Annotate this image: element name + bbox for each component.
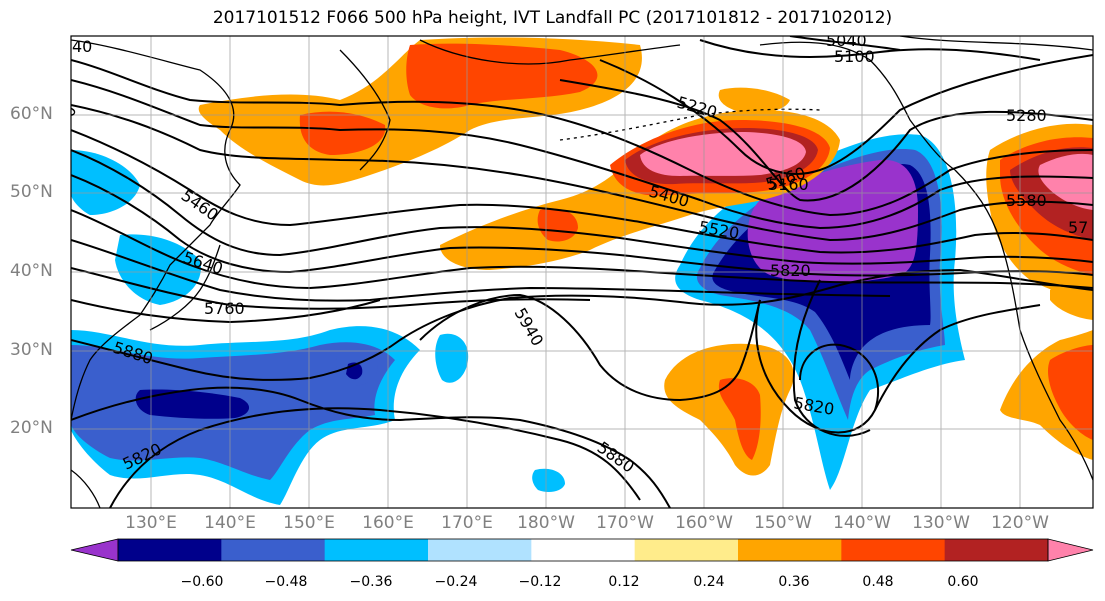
lon-label: 150°W <box>754 513 812 533</box>
lat-label: 30°N <box>10 340 53 360</box>
contour-label: 57 <box>1068 218 1088 237</box>
coastline-asia <box>71 39 241 421</box>
contour-label: 5820 <box>770 261 811 280</box>
lon-label: 150°E <box>283 513 335 533</box>
colorbar-bin <box>531 539 636 561</box>
colorbar-tick-label: −0.24 <box>434 574 478 590</box>
contour-label: 5100 <box>834 47 875 66</box>
lon-label: 130°E <box>125 513 177 533</box>
shade-navy-west <box>135 389 250 419</box>
contour-hawaii-loop <box>755 299 880 434</box>
colorbar-tick-label: −0.48 <box>264 574 308 590</box>
lat-label: 50°N <box>10 182 53 202</box>
contour-5820c <box>792 279 871 437</box>
colorbar-bin <box>944 539 1049 561</box>
colorbar-bin <box>428 539 532 561</box>
colorbar-extend-low <box>70 538 119 562</box>
lon-label: 130°W <box>912 513 970 533</box>
colorbar-bin <box>738 539 842 561</box>
coastline-canada-north <box>899 36 1093 51</box>
contour-label: 5160 <box>768 175 809 194</box>
lat-label: 40°N <box>10 261 53 281</box>
contour-5880-east <box>874 304 1041 411</box>
contour-5400 <box>71 104 1093 242</box>
colorbar <box>70 538 1094 562</box>
shade-cyan-sm2 <box>532 468 565 492</box>
lon-label: 170°E <box>441 513 493 533</box>
shade-orange-hawaii <box>664 343 794 476</box>
lon-label: 140°E <box>204 513 256 533</box>
contour-label: 5580 <box>1006 191 1047 210</box>
colorbar-tick-label: 0.60 <box>947 574 979 590</box>
colorbar-bin <box>118 539 222 561</box>
lat-label: 60°N <box>10 104 53 124</box>
colorbar-bin <box>221 539 326 561</box>
shade-orange-yellowsea <box>718 87 790 114</box>
contour-5160 <box>599 54 1093 175</box>
map-frame <box>70 35 1094 509</box>
contour-5040 <box>789 36 901 51</box>
shade-pink-na <box>1038 153 1093 210</box>
lat-label: 20°N <box>10 418 53 438</box>
contour-5580 <box>71 174 1093 277</box>
shade-orange-baja <box>1050 280 1093 320</box>
contour-label: 5040 <box>826 31 867 50</box>
colorbar-bin <box>324 539 429 561</box>
colorbar-outline <box>117 538 1049 562</box>
shade-red-hawaii <box>718 378 761 460</box>
map-panel: 40 5040 5100 5160 5220 5280 5400 5460 55… <box>59 31 1093 508</box>
shade-red-pacific-sw <box>537 208 578 242</box>
colorbar-tick-label: 0.24 <box>693 574 725 590</box>
contour-5100 <box>699 39 1041 61</box>
lon-label: 120°W <box>991 513 1049 533</box>
contour-5940 <box>419 293 761 402</box>
colorbar-tick-label: −0.12 <box>518 574 562 590</box>
contour-5700 <box>71 239 891 302</box>
shade-cyan-nw <box>71 150 140 215</box>
shade-cyan-sm1 <box>435 333 469 383</box>
colorbar-bin <box>634 539 739 561</box>
contour-5520 <box>71 149 1093 265</box>
contour-5340 <box>71 79 1093 230</box>
coastline-siberia <box>419 39 681 65</box>
lon-label: 160°E <box>362 513 414 533</box>
colorbar-tick-label: −0.60 <box>180 574 224 590</box>
shade-red-north2 <box>406 43 598 109</box>
contour-label: 0 <box>59 103 80 119</box>
shade-red-north <box>299 111 386 155</box>
colorbar-tick-label: 0.48 <box>862 574 894 590</box>
lon-label: 160°W <box>675 513 733 533</box>
colorbar-tick-label: 0.12 <box>608 574 640 590</box>
ivt-negative-shading <box>71 134 965 505</box>
shade-red-mexico <box>1047 345 1093 440</box>
lon-label: 170°W <box>596 513 654 533</box>
contour-5280 <box>71 59 1093 217</box>
coastline-alaska <box>759 41 956 171</box>
contour-5880 <box>71 268 1093 381</box>
contour-label: 40 <box>72 37 92 56</box>
colorbar-tick-label: −0.36 <box>349 574 393 590</box>
coastline-ph <box>71 469 101 508</box>
height-contours <box>71 36 1093 508</box>
graticule <box>71 36 1093 508</box>
coastline-kamchatka <box>339 49 391 171</box>
contour-5220 <box>559 79 1093 202</box>
lon-label: 140°W <box>833 513 891 533</box>
map-title: 2017101512 F066 500 hPa height, IVT Land… <box>212 8 893 28</box>
contour-south <box>109 407 641 508</box>
colorbar-bin <box>841 539 946 561</box>
contour-label: 5280 <box>1006 106 1047 125</box>
lon-label: 180°W <box>517 513 575 533</box>
contour-5820b <box>71 386 671 508</box>
colorbar-extend-high <box>1047 538 1094 562</box>
contour-label: 5760 <box>204 299 245 318</box>
colorbar-tick-label: 0.36 <box>778 574 810 590</box>
